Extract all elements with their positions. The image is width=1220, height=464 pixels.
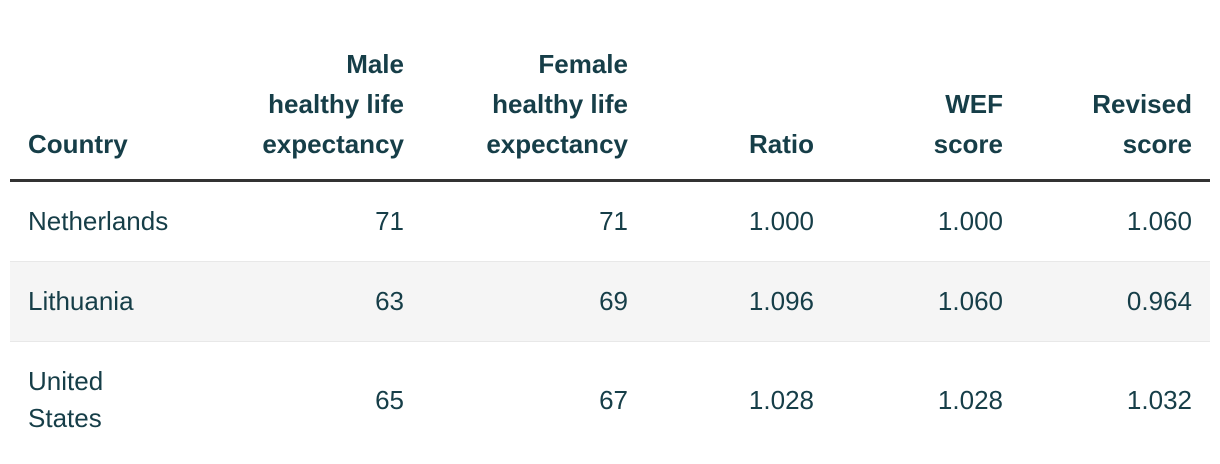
cell-wef-score: 1.000 xyxy=(937,206,1003,236)
cell-country: Lithuania xyxy=(10,261,232,342)
country-name: United States xyxy=(28,366,104,433)
cell-female-hle: 69 xyxy=(422,261,646,342)
country-name: Lithuania xyxy=(28,286,134,316)
cell-ratio: 1.096 xyxy=(646,261,832,342)
column-header-label: healthy life xyxy=(268,89,404,119)
column-header-label: expectancy xyxy=(262,129,404,159)
table-header: Country Male healthy life expectancy Fem… xyxy=(10,0,1210,182)
cell-country: United States xyxy=(10,341,232,458)
column-header-ratio: Ratio xyxy=(646,0,832,182)
table-body: Netherlands 71 71 1.000 1.000 1.060 Lith… xyxy=(10,181,1210,458)
column-header-label: WEF xyxy=(945,89,1003,119)
cell-male-hle: 65 xyxy=(232,341,422,458)
column-header-label: Country xyxy=(28,129,128,159)
column-header-label: Revised xyxy=(1092,89,1192,119)
column-header-label: score xyxy=(1122,129,1192,159)
cell-ratio: 1.028 xyxy=(646,341,832,458)
table-row-lithuania: Lithuania 63 69 1.096 1.060 0.964 xyxy=(10,261,1210,342)
cell-male-hle: 63 xyxy=(232,261,422,342)
column-header-country: Country xyxy=(10,0,232,182)
column-header-female-hle: Female healthy life expectancy xyxy=(422,0,646,182)
cell-revised-score: 1.032 xyxy=(1021,341,1210,458)
column-header-revised-score: Revised score xyxy=(1021,0,1210,182)
column-header-label: expectancy xyxy=(486,129,628,159)
cell-ratio: 1.000 xyxy=(748,206,814,236)
cell-wef-score: 1.028 xyxy=(832,341,1021,458)
life-expectancy-table: Country Male healthy life expectancy Fem… xyxy=(10,0,1210,458)
cell-female-hle: 67 xyxy=(422,341,646,458)
column-header-label: Female xyxy=(538,49,628,79)
cell-wef-score: 1.060 xyxy=(832,261,1021,342)
cell-male-hle: 71 xyxy=(375,206,404,236)
header-row: Country Male healthy life expectancy Fem… xyxy=(10,0,1210,182)
column-header-wef-score: WEF score xyxy=(832,0,1021,182)
column-header-label: score xyxy=(933,129,1003,159)
table-row-united-states: United States 65 67 1.028 1.028 1.032 xyxy=(10,341,1210,458)
column-header-male-hle: Male healthy life expectancy xyxy=(232,0,422,182)
column-header-label: Ratio xyxy=(749,129,814,159)
column-header-label: Male xyxy=(346,49,404,79)
table-row-netherlands: Netherlands 71 71 1.000 1.000 1.060 xyxy=(10,181,1210,262)
cell-female-hle: 71 xyxy=(599,206,628,236)
cell-country: Netherlands xyxy=(10,181,232,262)
column-header-label: healthy life xyxy=(492,89,628,119)
country-name: Netherlands xyxy=(28,206,169,236)
cell-revised-score: 1.060 xyxy=(1126,206,1192,236)
cell-revised-score: 0.964 xyxy=(1021,261,1210,342)
